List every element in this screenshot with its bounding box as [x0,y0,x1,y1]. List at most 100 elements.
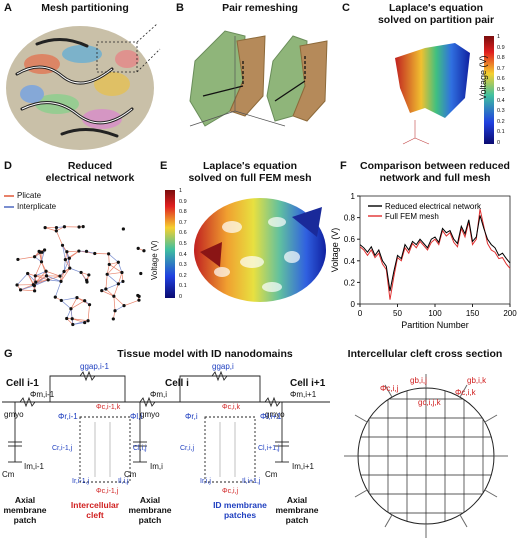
network-edge [41,249,45,262]
panel-g-letter: G [4,348,13,360]
cleft-label: Intercellular cleft [70,500,120,520]
cm-2: Cm [124,470,137,479]
network-node [54,225,59,230]
network-node [62,269,66,274]
cell-prev-label: Cell i-1 [6,378,39,389]
phi-c-prev-k: Φc,i-1,k [96,404,121,411]
boundary-resistor [354,414,368,423]
network-edge [20,285,35,291]
i-r: Ir,i,j [200,478,211,485]
network-node [87,303,92,307]
network-edge [46,275,62,282]
network-node [33,289,37,293]
network-node [121,227,125,231]
network-edge [108,253,119,263]
network-node [69,307,73,311]
x-tick-label: 100 [428,309,442,318]
series-line [359,208,511,300]
network-edge [60,267,71,282]
network-node [54,229,58,233]
network-edge [35,275,47,283]
mesh-partitioning-figure [6,23,161,150]
panel-e-letter: E [160,160,168,172]
legend-entry: Full FEM mesh [385,212,439,221]
cleft-cross-section [344,374,508,538]
i-l: Il,i,j [118,478,129,485]
network-node [116,282,121,286]
g-myo-1: gmyo [4,410,24,419]
network-edge [105,288,115,297]
network-edge [35,261,42,277]
g-gap-prev: ggap,i-1 [80,362,109,371]
colorbar-e [165,190,175,298]
network-node [68,266,72,270]
network-node [122,304,126,308]
network-edge [54,281,62,298]
network-edge [113,296,116,311]
network-edge [105,274,108,290]
network-edge [61,300,72,310]
network-edge [118,272,123,284]
network-edge [106,264,110,275]
network-node [65,250,69,254]
network-node [136,246,140,250]
network-node [142,249,146,253]
network-edge [41,261,47,277]
network-edge [123,299,140,306]
network-node [137,298,141,302]
network-node [121,279,125,284]
network-edge [105,283,119,290]
i-r-prev: Ir,i-1,j [72,478,90,485]
network-edge [34,279,49,286]
boundary-resistor [384,514,393,528]
network-node [105,272,109,276]
boundary-resistor [459,514,468,528]
phi-l: Φl,i [130,412,143,421]
x-axis-label: Partition Number [401,320,469,330]
boundary-resistor [484,414,498,423]
colorbar-c [484,36,494,144]
panel-a-title: Mesh partitioning [41,2,129,14]
cm-1: Cm [2,470,15,479]
network-node [53,295,57,299]
network-edge [65,250,80,260]
i-m: Im,i [150,462,163,471]
network-node [70,317,74,321]
phi-r-prev: Φr,i-1 [58,412,78,421]
axial-patch-label-1: Axial membrane patch [3,495,47,525]
legend-plicate: Plicate [17,191,42,200]
network-edge [56,230,63,246]
network-node [15,283,19,287]
network-node [37,249,41,253]
network-edge [101,290,115,297]
network-node [63,258,67,262]
network-node [75,296,79,300]
network-edge [63,259,66,272]
network-node [67,256,71,260]
y-tick-label: 0.8 [344,214,356,223]
network-node [18,288,23,292]
network-node [34,280,38,284]
g-cleft-label: gc,i,j,k [418,398,441,407]
network-edge [45,270,61,277]
id-patches-label: ID membrane patches [213,500,267,520]
network-edge [34,275,47,286]
axial-patch-label-3: Axial membrane patch [275,495,319,525]
network-node [104,287,108,291]
boundary-resistor [384,384,393,398]
network-node [59,298,63,303]
network-node [86,319,90,323]
phi-m-prev: Φm,i-1 [30,390,55,399]
chart-title: Comparison between reduced network and f… [360,160,510,184]
phi-cij-label: Φc,i,j [380,384,399,393]
boundary-resistor [484,489,498,498]
network-node [107,252,111,256]
network-node [112,294,116,298]
network-edge [70,308,74,325]
network-edge [113,283,119,297]
network-edge [118,262,123,273]
network-node [84,249,89,253]
network-node [79,270,83,275]
network-edge [61,297,78,301]
g-myo-2: gmyo [140,410,160,419]
